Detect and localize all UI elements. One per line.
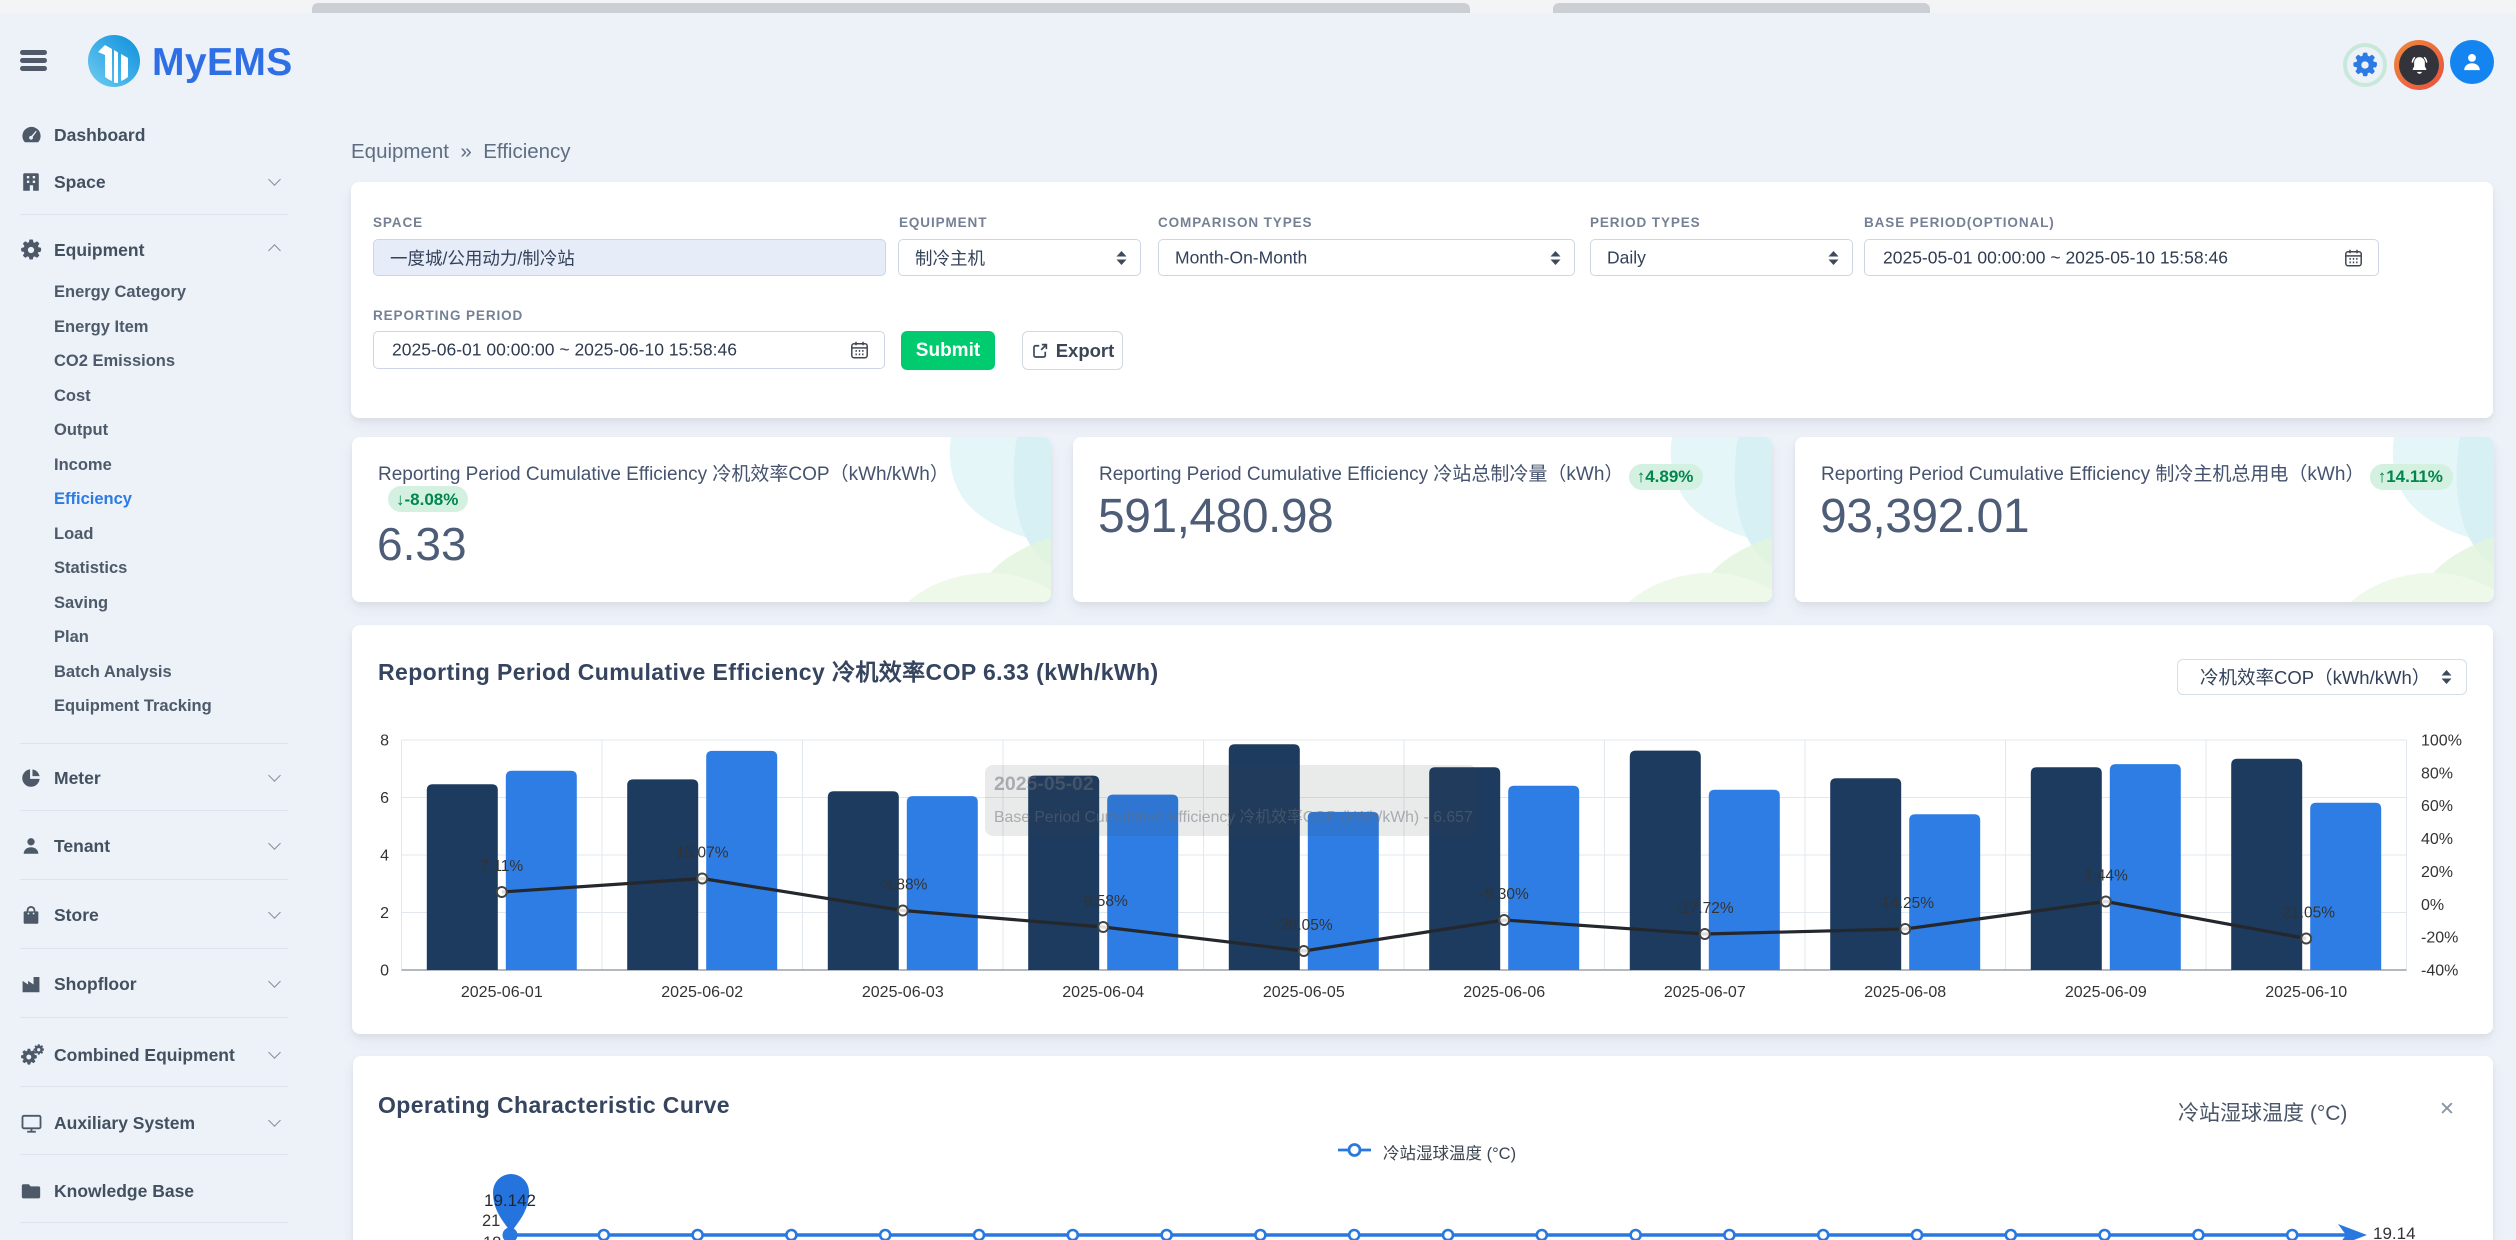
svg-text:0: 0 — [380, 963, 389, 980]
svg-text:-9.58%: -9.58% — [1079, 893, 1128, 910]
svg-text:2025-06-05: 2025-06-05 — [1263, 984, 1345, 1001]
svg-text:2025-06-03: 2025-06-03 — [862, 984, 944, 1001]
svg-text:-26.05%: -26.05% — [1275, 917, 1333, 934]
svg-text:2025-06-02: 2025-06-02 — [661, 984, 743, 1001]
svg-text:60%: 60% — [2421, 798, 2453, 815]
svg-text:2025-06-06: 2025-06-06 — [1463, 984, 1545, 1001]
svg-text:20%: 20% — [2421, 864, 2453, 881]
svg-text:40%: 40% — [2421, 831, 2453, 848]
svg-text:2025-06-07: 2025-06-07 — [1664, 984, 1746, 1001]
svg-text:2025-06-08: 2025-06-08 — [1864, 984, 1946, 1001]
svg-text:-14.25%: -14.25% — [1876, 895, 1934, 912]
svg-text:1.44%: 1.44% — [2084, 868, 2128, 885]
svg-text:-20%: -20% — [2421, 930, 2458, 947]
svg-text:2025-06-01: 2025-06-01 — [461, 984, 543, 1001]
svg-text:80%: 80% — [2421, 765, 2453, 782]
svg-text:4: 4 — [380, 848, 389, 865]
svg-text:2025-06-10: 2025-06-10 — [2265, 984, 2347, 1001]
svg-text:15.07%: 15.07% — [676, 845, 729, 862]
svg-text:-3.88%: -3.88% — [878, 877, 927, 894]
svg-text:-17.72%: -17.72% — [1676, 900, 1734, 917]
svg-text:-40%: -40% — [2421, 963, 2458, 980]
svg-text:100%: 100% — [2421, 733, 2462, 750]
svg-text:2: 2 — [380, 905, 389, 922]
svg-text:0%: 0% — [2421, 897, 2444, 914]
svg-text:7.11%: 7.11% — [480, 858, 523, 875]
svg-text:6: 6 — [380, 790, 389, 807]
svg-text:8: 8 — [380, 733, 389, 750]
svg-text:-9.30%: -9.30% — [1480, 886, 1529, 903]
svg-text:-21.05%: -21.05% — [2277, 905, 2335, 922]
svg-text:2025-06-09: 2025-06-09 — [2065, 984, 2147, 1001]
svg-text:2025-06-04: 2025-06-04 — [1062, 984, 1144, 1001]
